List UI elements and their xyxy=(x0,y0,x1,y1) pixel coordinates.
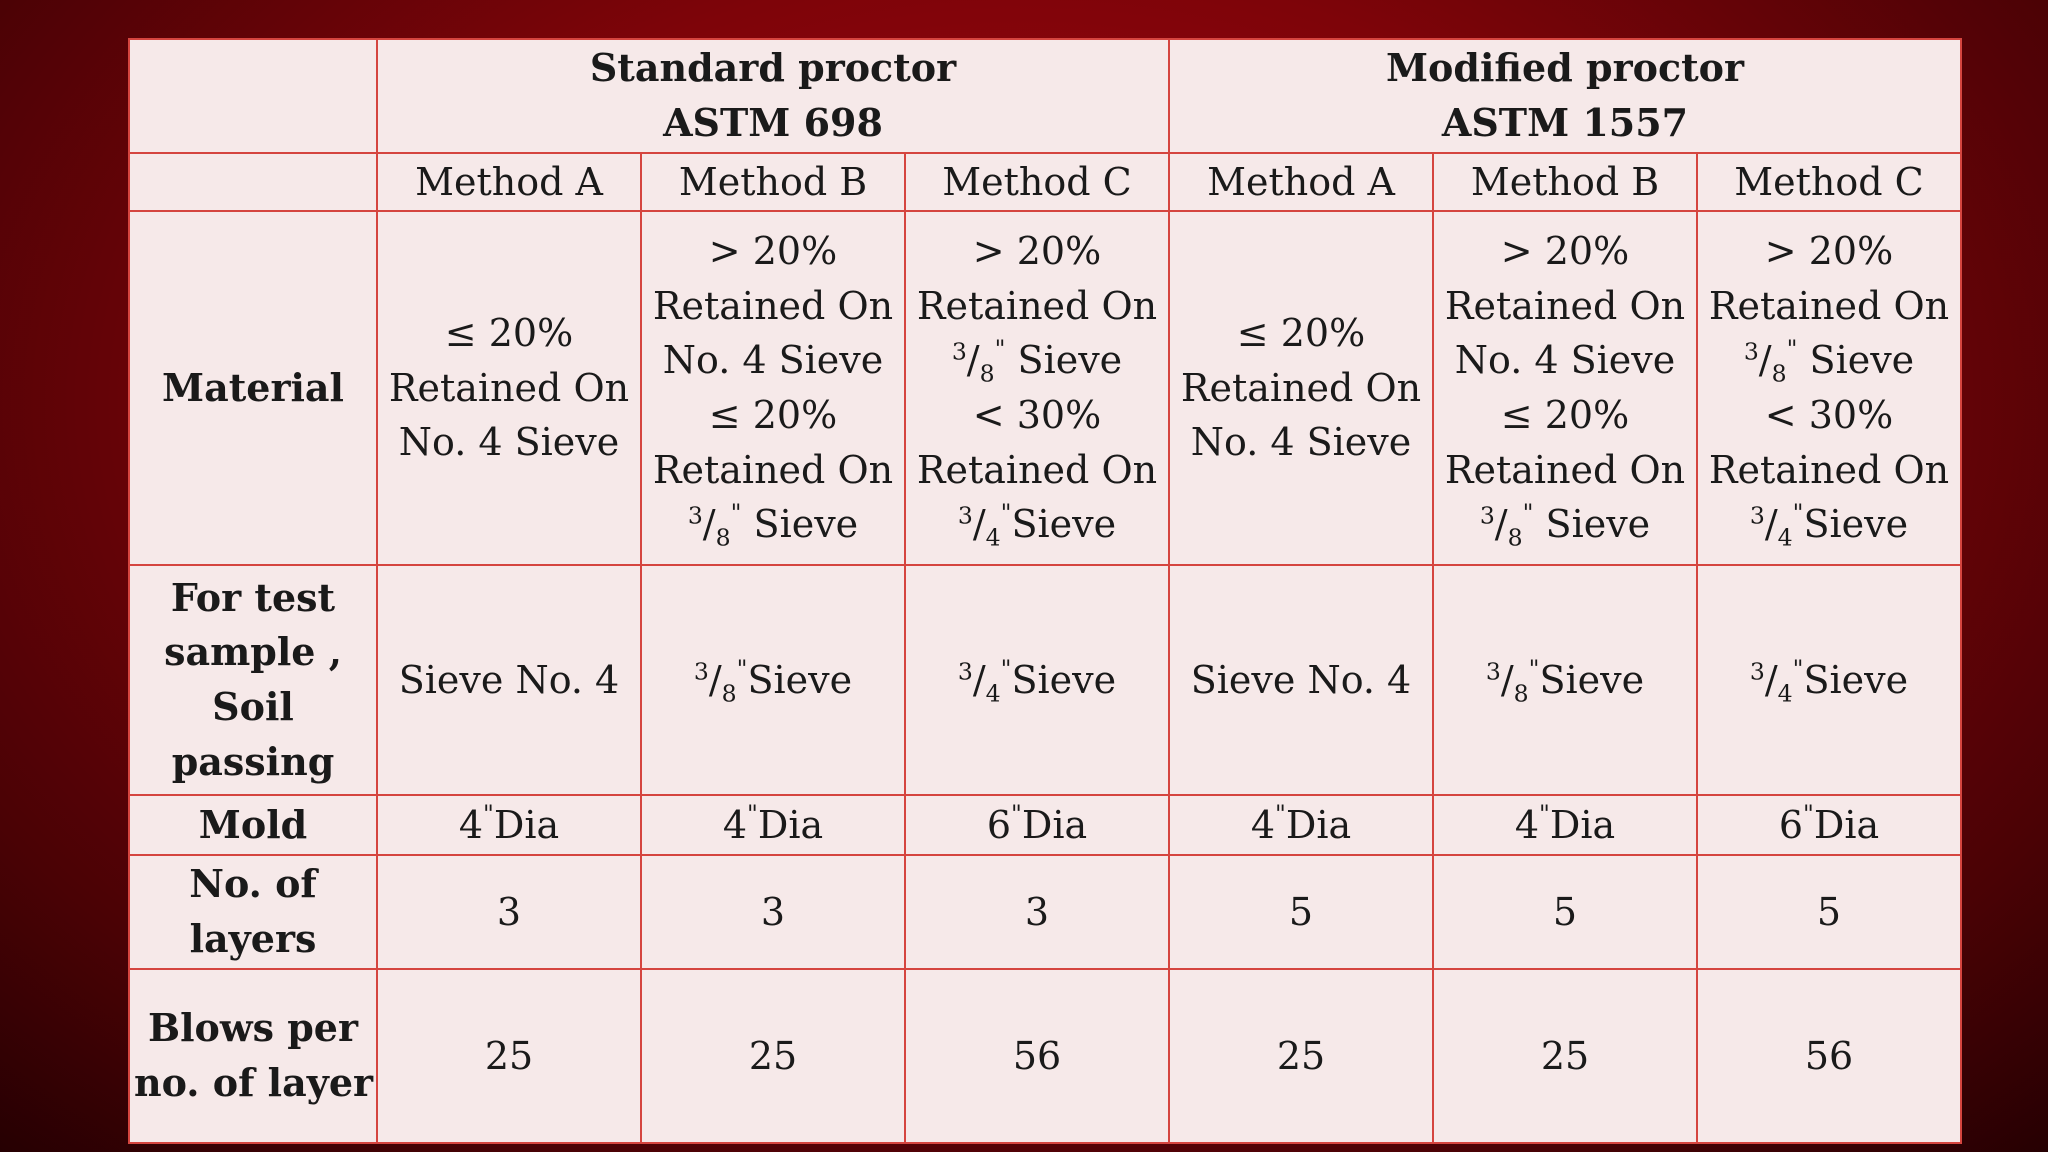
method-header: Method C xyxy=(905,153,1169,211)
test-sample-row: For test sample , Soil passing Sieve No.… xyxy=(129,565,1961,795)
material-cell: > 20% Retained On 3/8" Sieve < 30% Retai… xyxy=(1697,211,1961,565)
method-header: Method A xyxy=(1169,153,1433,211)
standard-proctor-code: ASTM 698 xyxy=(382,96,1164,151)
test-sample-cell: 3/8"Sieve xyxy=(641,565,905,795)
method-header: Method A xyxy=(377,153,641,211)
blows-cell: 25 xyxy=(377,969,641,1143)
row-header-material: Material xyxy=(129,211,377,565)
method-header: Method C xyxy=(1697,153,1961,211)
proctor-comparison-table: Standard proctor ASTM 698 Modified proct… xyxy=(128,38,1962,1144)
corner-cell-lower xyxy=(129,153,377,211)
mold-cell: 4"Dia xyxy=(377,795,641,855)
row-header-mold: Mold xyxy=(129,795,377,855)
layers-cell: 5 xyxy=(1169,855,1433,969)
row-header-test-sample: For test sample , Soil passing xyxy=(129,565,377,795)
test-sample-cell: 3/8"Sieve xyxy=(1433,565,1697,795)
standard-proctor-header: Standard proctor ASTM 698 xyxy=(377,39,1169,153)
layers-cell: 5 xyxy=(1433,855,1697,969)
method-header: Method B xyxy=(641,153,905,211)
test-sample-cell: Sieve No. 4 xyxy=(1169,565,1433,795)
blows-cell: 56 xyxy=(1697,969,1961,1143)
mold-cell: 6"Dia xyxy=(1697,795,1961,855)
material-cell: > 20% Retained On 3/8" Sieve < 30% Retai… xyxy=(905,211,1169,565)
modified-proctor-header: Modified proctor ASTM 1557 xyxy=(1169,39,1961,153)
modified-proctor-title: Modified proctor xyxy=(1174,41,1956,96)
layers-row: No. of layers 3 3 3 5 5 5 xyxy=(129,855,1961,969)
test-sample-cell: 3/4"Sieve xyxy=(905,565,1169,795)
blows-cell: 25 xyxy=(1169,969,1433,1143)
mold-cell: 4"Dia xyxy=(1433,795,1697,855)
material-cell: ≤ 20% Retained On No. 4 Sieve xyxy=(377,211,641,565)
mold-row: Mold 4"Dia 4"Dia 6"Dia 4"Dia 4"Dia 6"Dia xyxy=(129,795,1961,855)
blows-cell: 56 xyxy=(905,969,1169,1143)
method-header: Method B xyxy=(1433,153,1697,211)
mold-cell: 4"Dia xyxy=(1169,795,1433,855)
test-sample-cell: Sieve No. 4 xyxy=(377,565,641,795)
test-sample-cell: 3/4"Sieve xyxy=(1697,565,1961,795)
corner-cell xyxy=(129,39,377,153)
blows-row: Blows per no. of layer 25 25 56 25 25 56 xyxy=(129,969,1961,1143)
layers-cell: 3 xyxy=(905,855,1169,969)
layers-cell: 5 xyxy=(1697,855,1961,969)
row-header-layers: No. of layers xyxy=(129,855,377,969)
material-row: Material ≤ 20% Retained On No. 4 Sieve >… xyxy=(129,211,1961,565)
standard-proctor-title: Standard proctor xyxy=(382,41,1164,96)
layers-cell: 3 xyxy=(641,855,905,969)
blows-cell: 25 xyxy=(1433,969,1697,1143)
mold-cell: 4"Dia xyxy=(641,795,905,855)
material-cell: > 20% Retained On No. 4 Sieve ≤ 20% Reta… xyxy=(1433,211,1697,565)
row-header-blows: Blows per no. of layer xyxy=(129,969,377,1143)
blows-cell: 25 xyxy=(641,969,905,1143)
modified-proctor-code: ASTM 1557 xyxy=(1174,96,1956,151)
material-cell: > 20% Retained On No. 4 Sieve ≤ 20% Reta… xyxy=(641,211,905,565)
mold-cell: 6"Dia xyxy=(905,795,1169,855)
layers-cell: 3 xyxy=(377,855,641,969)
material-cell: ≤ 20% Retained On No. 4 Sieve xyxy=(1169,211,1433,565)
